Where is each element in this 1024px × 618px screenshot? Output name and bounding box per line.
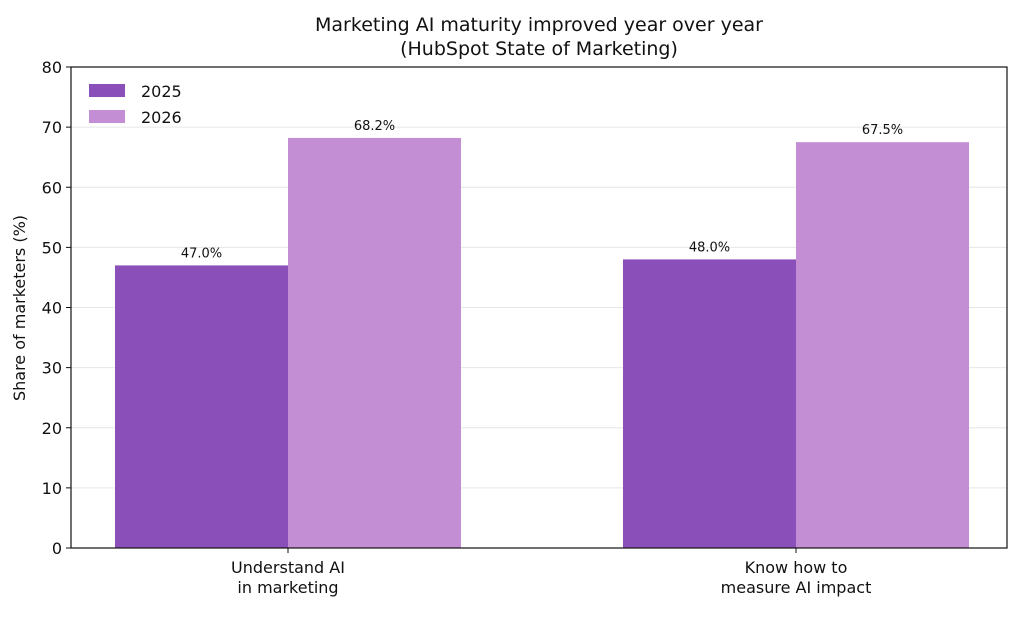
- y-tick-label: 30: [42, 359, 62, 378]
- y-tick-label: 70: [42, 118, 62, 137]
- y-tick-label: 60: [42, 178, 62, 197]
- chart-subtitle: (HubSpot State of Marketing): [400, 38, 678, 60]
- y-tick-label: 40: [42, 299, 62, 318]
- bar-2026: [288, 137, 461, 548]
- bar-2025: [115, 265, 288, 548]
- legend-swatch-2025: [89, 84, 125, 97]
- legend-label: 2025: [141, 82, 182, 101]
- chart-title: Marketing AI maturity improved year over…: [315, 14, 763, 36]
- bar-2026: [796, 142, 969, 548]
- data-label: 48.0%: [689, 240, 730, 255]
- bar-2025: [623, 259, 796, 548]
- data-label: 68.2%: [354, 119, 395, 134]
- legend-label: 2026: [141, 108, 182, 127]
- y-tick-label: 0: [52, 539, 62, 558]
- x-tick-label: in marketing: [237, 578, 338, 597]
- x-tick-label: measure AI impact: [721, 578, 872, 597]
- y-tick-label: 20: [42, 419, 62, 438]
- data-label: 47.0%: [181, 246, 222, 261]
- x-tick-label: Understand AI: [231, 558, 345, 577]
- data-label: 67.5%: [862, 123, 903, 138]
- y-tick-label: 10: [42, 479, 62, 498]
- y-tick-label: 80: [42, 58, 62, 77]
- y-axis-label: Share of marketers (%): [10, 215, 29, 401]
- x-tick-label: Know how to: [745, 558, 848, 577]
- y-tick-label: 50: [42, 238, 62, 257]
- legend-swatch-2026: [89, 110, 125, 123]
